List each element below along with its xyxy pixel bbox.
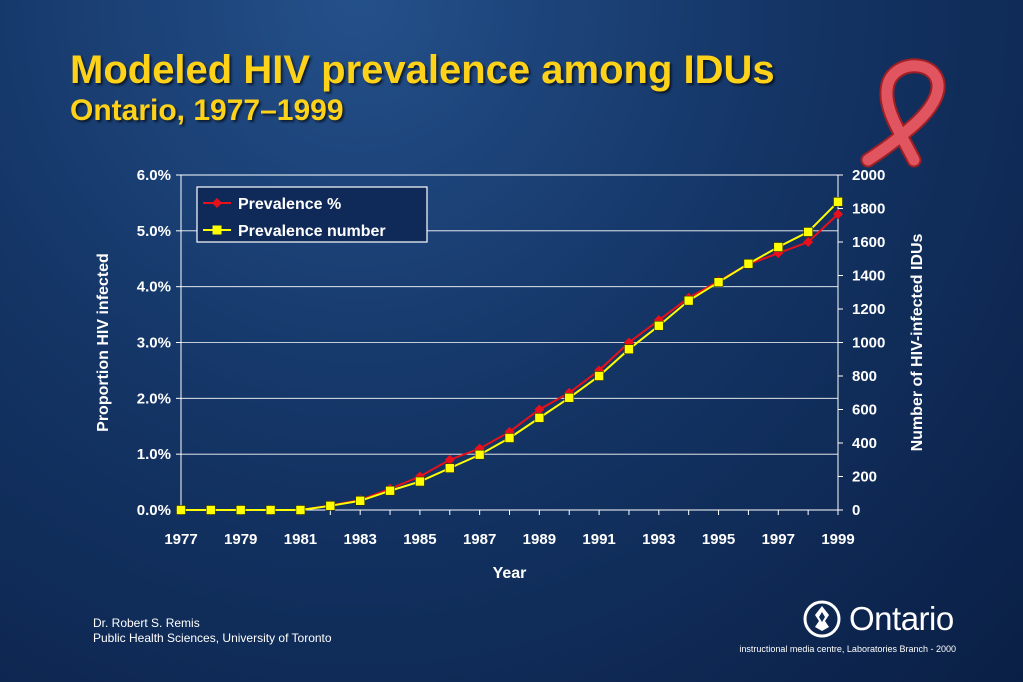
y2-tick-label: 1400 xyxy=(852,268,885,285)
series-line xyxy=(181,213,839,511)
data-point xyxy=(474,449,485,460)
legend-marker xyxy=(212,225,222,235)
ontario-wordmark: Ontario xyxy=(849,600,954,637)
y2-tick-label: 1600 xyxy=(852,234,885,251)
legend-label: Prevalence number xyxy=(238,223,386,240)
x-tick-label: 1991 xyxy=(582,531,615,548)
data-point xyxy=(265,505,276,515)
y-tick-label: 4.0% xyxy=(137,279,171,296)
y2-tick-label: 0 xyxy=(852,502,860,519)
ontario-trillium-icon xyxy=(803,600,841,638)
y-tick-label: 0.0% xyxy=(137,502,171,519)
data-point xyxy=(833,197,843,207)
y2-tick-label: 600 xyxy=(852,402,877,419)
y2-tick-label: 1800 xyxy=(852,201,885,218)
y2-axis-title: Number of HIV-infected IDUs xyxy=(909,234,926,452)
x-tick-label: 1997 xyxy=(762,531,795,548)
x-tick-label: 1979 xyxy=(224,531,257,548)
credit-affiliation: Public Health Sciences, University of To… xyxy=(93,631,332,645)
legend xyxy=(196,186,428,243)
data-point xyxy=(355,495,365,506)
data-point xyxy=(415,476,425,487)
red-ribbon-icon xyxy=(860,58,946,168)
x-tick-label: 1993 xyxy=(642,531,675,548)
data-point xyxy=(444,463,455,473)
data-point xyxy=(295,505,306,515)
data-point xyxy=(773,242,784,252)
x-axis-title: Year xyxy=(493,565,527,582)
y2-tick-label: 1200 xyxy=(852,301,885,318)
ontario-logo: Ontario xyxy=(803,600,954,638)
data-point xyxy=(534,404,545,415)
data-point xyxy=(683,295,694,306)
data-point xyxy=(235,505,246,515)
data-point xyxy=(833,209,843,220)
data-point xyxy=(504,433,515,443)
x-tick-label: 1985 xyxy=(403,531,436,548)
data-point xyxy=(803,227,813,237)
data-point xyxy=(594,371,604,381)
x-tick-label: 1981 xyxy=(284,531,317,548)
data-point xyxy=(564,392,575,403)
credit: Dr. Robert S. Remis Public Health Scienc… xyxy=(93,616,332,646)
series-line xyxy=(181,201,839,511)
y2-tick-label: 200 xyxy=(852,469,877,486)
data-point xyxy=(743,258,754,269)
x-tick-label: 1987 xyxy=(463,531,496,548)
footer-note: instructional media centre, Laboratories… xyxy=(739,644,956,654)
data-point xyxy=(713,277,724,288)
y-tick-label: 6.0% xyxy=(137,167,171,184)
data-point xyxy=(803,237,814,247)
data-point xyxy=(654,320,664,331)
data-point xyxy=(176,505,186,515)
y-tick-label: 5.0% xyxy=(137,223,171,240)
data-point xyxy=(534,413,545,423)
legend-marker xyxy=(212,198,222,208)
y-axis-title: Proportion HIV infected xyxy=(95,253,112,432)
y-tick-label: 3.0% xyxy=(137,335,171,352)
data-point xyxy=(385,485,395,496)
y-tick-label: 2.0% xyxy=(137,390,171,407)
data-point xyxy=(624,344,634,355)
y2-tick-label: 800 xyxy=(852,368,877,385)
data-point xyxy=(206,505,216,515)
x-tick-label: 1989 xyxy=(523,531,556,548)
x-tick-label: 1995 xyxy=(702,531,735,548)
data-point xyxy=(325,501,336,511)
y2-tick-label: 1000 xyxy=(852,335,885,352)
y2-tick-label: 2000 xyxy=(852,167,885,184)
slide-subtitle: Ontario, 1977–1999 xyxy=(70,94,344,127)
credit-author: Dr. Robert S. Remis xyxy=(93,616,200,630)
x-tick-label: 1999 xyxy=(821,531,854,548)
data-point xyxy=(444,454,455,465)
y-tick-label: 1.0% xyxy=(137,446,171,463)
y2-tick-label: 400 xyxy=(852,435,877,452)
x-tick-label: 1977 xyxy=(164,531,197,548)
slide-title: Modeled HIV prevalence among IDUs xyxy=(70,48,775,92)
legend-label: Prevalence % xyxy=(238,196,341,213)
x-tick-label: 1983 xyxy=(343,531,376,548)
